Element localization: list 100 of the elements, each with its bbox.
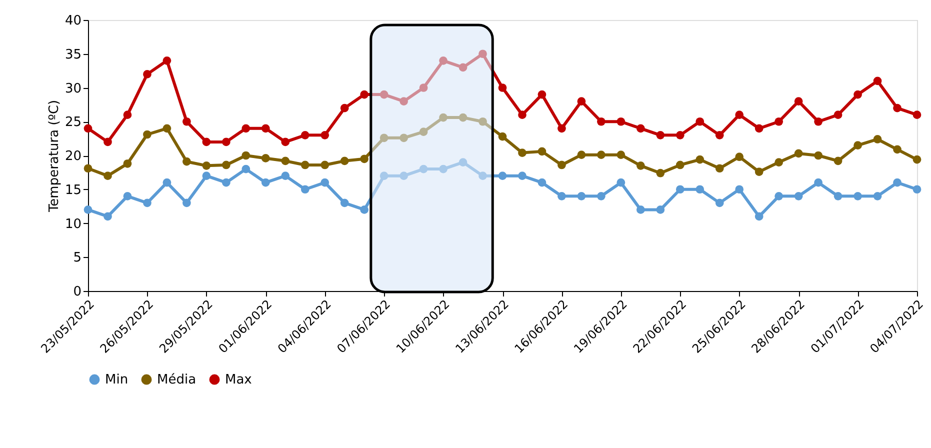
point: [202, 172, 211, 180]
point: [400, 172, 408, 180]
point: [281, 138, 290, 146]
point: [202, 138, 211, 146]
point: [498, 84, 507, 92]
point: [84, 164, 92, 173]
point: [577, 97, 586, 106]
point: [261, 178, 270, 187]
point: [794, 192, 803, 200]
y-axis-title: Temperatura (ºC): [46, 100, 62, 214]
point: [893, 145, 902, 154]
point: [498, 172, 507, 180]
point: [912, 155, 922, 164]
point: [754, 168, 764, 176]
point: [715, 131, 724, 140]
y-tick-label: 30: [64, 81, 82, 96]
point: [597, 192, 606, 200]
point: [538, 178, 546, 187]
point: [478, 117, 487, 126]
point: [123, 192, 132, 200]
point: [893, 104, 902, 112]
point: [636, 206, 645, 214]
point: [498, 132, 507, 141]
point: [104, 172, 112, 180]
point: [419, 128, 428, 136]
point: [558, 160, 566, 170]
point: [281, 156, 290, 166]
point: [182, 117, 191, 126]
point: [834, 110, 842, 120]
point: [162, 178, 172, 187]
point: [419, 164, 428, 174]
point: [538, 90, 546, 99]
point: [597, 150, 606, 159]
point: [735, 110, 744, 120]
legend-label: Min: [105, 372, 128, 388]
y-tick-label: 10: [64, 216, 82, 232]
y-tick-label: 35: [64, 47, 82, 62]
point: [814, 178, 822, 187]
point: [774, 117, 784, 126]
point: [518, 172, 526, 180]
point: [84, 124, 92, 133]
y-tick-label: 25: [64, 115, 82, 130]
point: [261, 154, 270, 162]
point: [873, 135, 882, 144]
point: [439, 113, 448, 122]
point: [834, 192, 842, 200]
point: [636, 124, 645, 133]
point: [854, 141, 862, 150]
point: [281, 172, 290, 180]
point: [104, 138, 112, 146]
point: [360, 90, 369, 99]
point: [696, 185, 704, 194]
point: [222, 160, 230, 170]
point: [597, 117, 606, 126]
point: [854, 192, 862, 200]
point: [518, 110, 526, 120]
point: [320, 131, 330, 140]
point: [912, 110, 922, 120]
y-tick-label: 0: [73, 284, 82, 300]
point: [340, 104, 349, 112]
point: [774, 192, 784, 200]
point: [656, 131, 665, 140]
point: [458, 113, 468, 122]
point: [202, 161, 211, 170]
point: [162, 56, 172, 65]
point: [696, 117, 704, 126]
point: [676, 160, 684, 170]
point: [261, 124, 270, 133]
point: [478, 50, 487, 58]
point: [834, 156, 842, 166]
point: [873, 192, 882, 200]
point: [893, 178, 902, 187]
point: [400, 134, 408, 142]
point: [794, 97, 803, 106]
point: [439, 164, 448, 174]
point: [458, 63, 468, 72]
point: [360, 206, 369, 214]
point: [380, 90, 388, 99]
point: [300, 160, 310, 170]
point: [616, 150, 626, 159]
point: [84, 206, 92, 214]
point: [104, 212, 112, 221]
point: [676, 131, 684, 140]
point: [656, 206, 665, 214]
point: [774, 158, 784, 166]
point: [380, 134, 388, 142]
point: [400, 97, 408, 106]
legend-label: Média: [157, 372, 196, 388]
point: [143, 198, 152, 208]
point: [320, 160, 330, 170]
point: [577, 150, 586, 159]
point: [123, 159, 132, 168]
point: [854, 90, 862, 99]
point: [478, 172, 487, 180]
point: [143, 70, 152, 78]
point: [814, 151, 822, 160]
point: [320, 178, 330, 187]
point: [242, 124, 250, 133]
point: [340, 198, 349, 208]
point: [735, 152, 744, 162]
